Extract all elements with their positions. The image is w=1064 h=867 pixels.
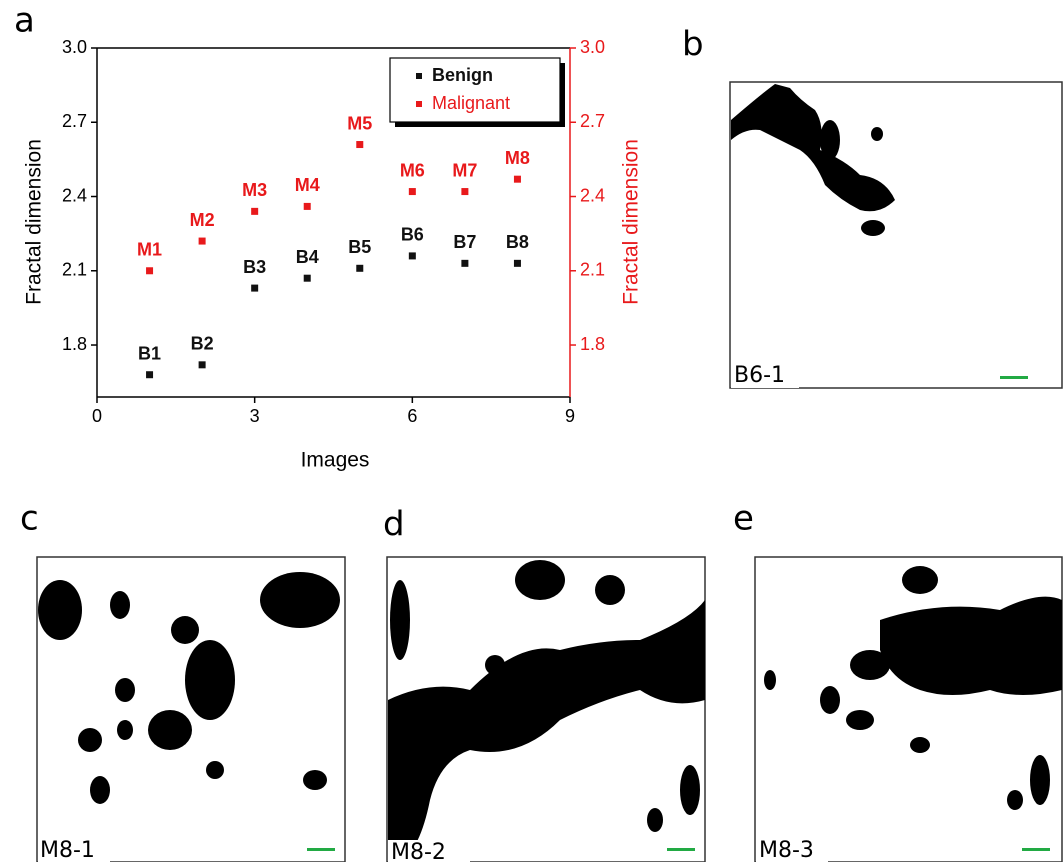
point [251,284,259,292]
y2-tick-label: 2.4 [580,185,605,205]
panel-letter: e [733,499,754,539]
point [198,361,206,369]
point [251,207,259,215]
point-label: B6 [401,225,424,245]
y-axis-label: Fractal dimension [23,139,46,305]
panel-letter: c [20,499,39,539]
point-label: B8 [506,232,529,252]
point-label: M8 [505,148,530,168]
legend-marker [416,101,422,107]
panel-letter: b [682,25,704,65]
point-label: M3 [242,180,267,200]
y-tick-label: 3.0 [62,37,87,57]
point [146,267,154,275]
point-label: M2 [190,210,215,230]
image-label: M8-3 [759,838,814,862]
panel-letter: d [383,505,405,545]
y2-tick-label: 1.8 [580,334,605,354]
legend-label: Benign [432,65,493,85]
point [513,175,521,183]
y2-tick-label: 2.1 [580,260,605,280]
point-label: M1 [137,240,162,260]
point [461,259,469,267]
image-panel-d [386,556,706,863]
x-tick-label: 0 [92,406,102,426]
point [303,202,311,210]
panel-letter: a [14,1,35,41]
x-tick-label: 6 [407,406,417,426]
legend-label: Malignant [432,93,510,113]
point-label: B5 [348,237,371,257]
point [408,188,416,196]
x-axis-label: Images [301,449,370,472]
image-panel-b [729,81,1063,389]
point-label: M4 [295,175,320,195]
point [356,264,364,272]
point-label: B7 [453,232,476,252]
legend-box [389,57,561,123]
point [513,259,521,267]
point-label: B4 [296,247,319,267]
point-label: B1 [138,343,161,363]
point [198,237,206,245]
point [303,274,311,282]
point-label: M7 [452,160,477,180]
point-label: B3 [243,257,266,277]
x-tick-label: 3 [250,406,260,426]
point [146,371,154,379]
image-label: B6-1 [734,363,785,388]
y2-tick-label: 3.0 [580,37,605,57]
image-label: M8-2 [391,840,446,862]
point [356,141,364,149]
y-tick-label: 2.7 [62,111,87,131]
point [408,252,416,260]
point [461,188,469,196]
x-tick-label: 9 [565,406,575,426]
point-label: M5 [347,113,372,133]
image-panel-e [754,556,1063,863]
y-tick-label: 2.1 [62,260,87,280]
legend-marker [416,73,422,79]
point-label: M6 [400,160,425,180]
image-label: M8-1 [40,838,95,862]
y-tick-label: 1.8 [62,334,87,354]
y2-tick-label: 2.7 [580,111,605,131]
y-tick-label: 2.4 [62,185,87,205]
point-label: B2 [191,334,214,354]
y2-axis-label: Fractal dimension [620,139,643,305]
image-panel-c [36,556,346,863]
